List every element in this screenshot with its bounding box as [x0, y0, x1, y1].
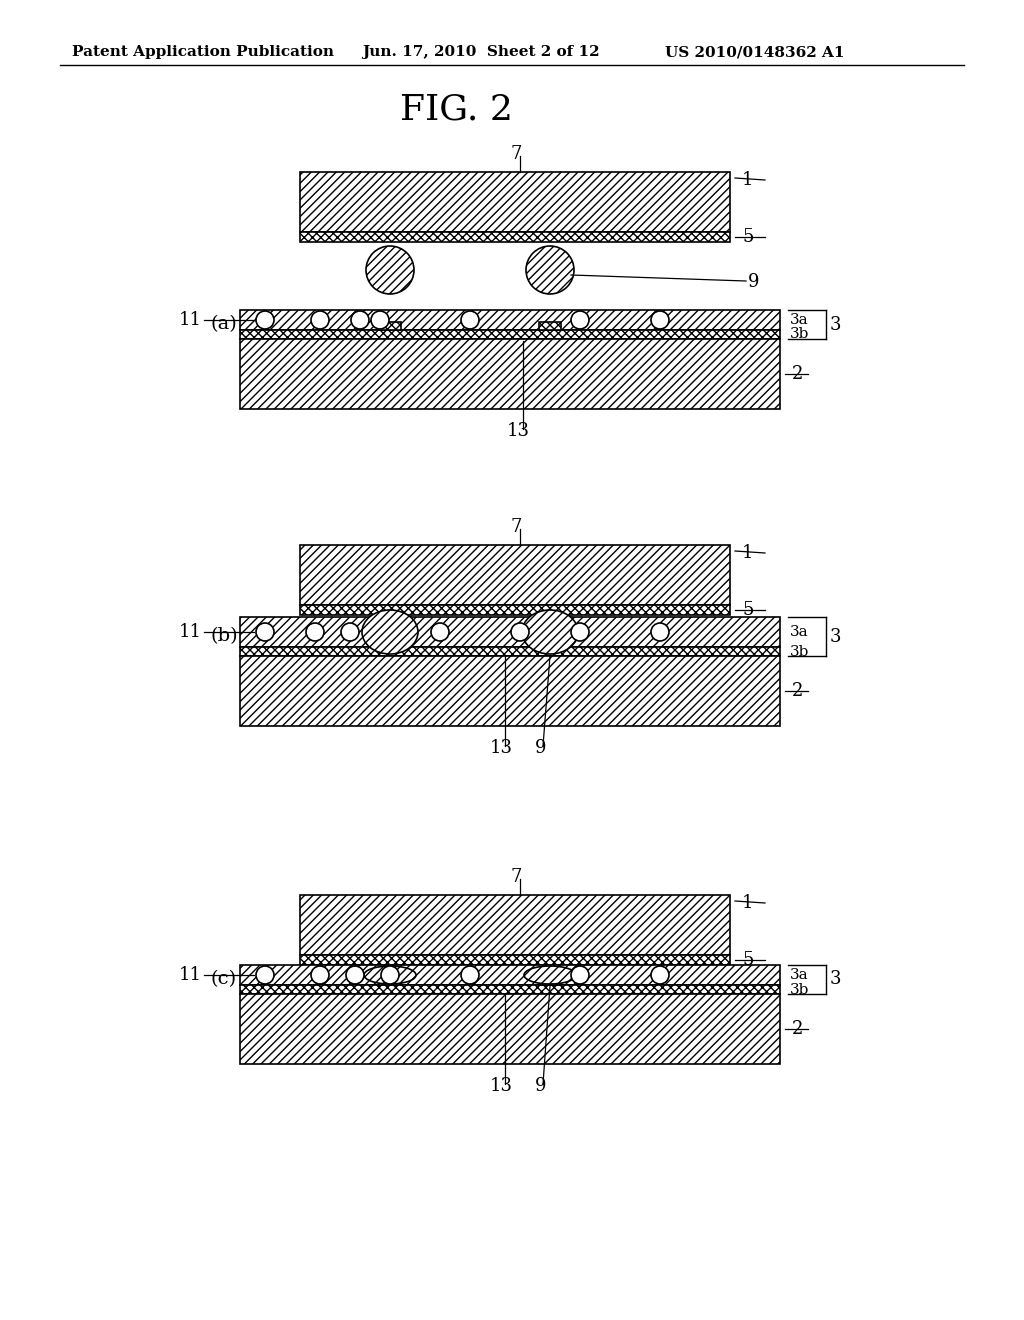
Bar — [240, 616, 780, 647]
Circle shape — [256, 623, 274, 642]
Circle shape — [431, 623, 449, 642]
Bar — [539, 322, 561, 330]
Circle shape — [256, 312, 274, 329]
Bar — [300, 895, 730, 954]
Ellipse shape — [524, 966, 575, 983]
Bar — [240, 965, 780, 985]
Bar — [240, 310, 780, 330]
Text: 3: 3 — [830, 315, 842, 334]
Circle shape — [526, 246, 574, 294]
Circle shape — [571, 623, 589, 642]
Circle shape — [311, 966, 329, 983]
Text: 13: 13 — [507, 422, 530, 440]
Text: Patent Application Publication: Patent Application Publication — [72, 45, 334, 59]
Bar — [300, 545, 730, 605]
Circle shape — [651, 312, 669, 329]
Text: 1: 1 — [742, 894, 754, 912]
Bar — [240, 330, 780, 339]
Text: 3b: 3b — [790, 327, 809, 342]
Bar — [240, 339, 780, 409]
Circle shape — [461, 312, 479, 329]
Text: 5: 5 — [742, 601, 754, 619]
Text: 9: 9 — [535, 739, 547, 756]
Text: (a): (a) — [210, 315, 237, 334]
Text: 7: 7 — [510, 517, 521, 536]
Text: 3a: 3a — [790, 624, 809, 639]
Circle shape — [346, 966, 364, 983]
Text: 1: 1 — [742, 172, 754, 189]
Text: 3a: 3a — [790, 313, 809, 327]
Text: 2: 2 — [792, 366, 804, 383]
Circle shape — [381, 966, 399, 983]
Text: 1: 1 — [742, 544, 754, 562]
Bar — [300, 232, 730, 242]
Text: 2: 2 — [792, 1020, 804, 1038]
Text: US 2010/0148362 A1: US 2010/0148362 A1 — [665, 45, 845, 59]
Circle shape — [351, 312, 369, 329]
Ellipse shape — [362, 610, 418, 653]
Bar — [539, 977, 561, 985]
Bar — [240, 985, 780, 994]
Text: 3b: 3b — [790, 644, 809, 659]
Text: 3: 3 — [830, 627, 842, 645]
Bar — [240, 656, 780, 726]
Circle shape — [256, 966, 274, 983]
Text: (c): (c) — [210, 970, 237, 989]
Text: 3b: 3b — [790, 982, 809, 997]
Text: 7: 7 — [510, 869, 521, 886]
Circle shape — [461, 966, 479, 983]
Circle shape — [366, 246, 414, 294]
Circle shape — [571, 966, 589, 983]
Text: 9: 9 — [748, 273, 760, 290]
Ellipse shape — [364, 966, 416, 983]
Circle shape — [341, 623, 359, 642]
Circle shape — [651, 623, 669, 642]
Text: 5: 5 — [742, 950, 754, 969]
Text: (b): (b) — [210, 627, 238, 645]
Bar — [240, 647, 780, 656]
Bar — [300, 172, 730, 232]
Circle shape — [311, 312, 329, 329]
Circle shape — [651, 966, 669, 983]
Text: 11: 11 — [179, 966, 202, 983]
Circle shape — [511, 623, 529, 642]
Bar — [539, 639, 561, 647]
Text: 5: 5 — [742, 228, 754, 246]
Text: 13: 13 — [490, 739, 513, 756]
Circle shape — [306, 623, 324, 642]
Bar — [379, 977, 401, 985]
Text: 11: 11 — [179, 623, 202, 642]
Ellipse shape — [522, 610, 578, 653]
Text: 3a: 3a — [790, 968, 809, 982]
Text: 3: 3 — [830, 970, 842, 989]
Circle shape — [371, 312, 389, 329]
Bar — [379, 639, 401, 647]
Text: 7: 7 — [510, 145, 521, 162]
Bar — [379, 322, 401, 330]
Text: 13: 13 — [490, 1077, 513, 1096]
Bar — [300, 605, 730, 615]
Circle shape — [571, 312, 589, 329]
Text: 2: 2 — [792, 682, 804, 700]
Text: Jun. 17, 2010  Sheet 2 of 12: Jun. 17, 2010 Sheet 2 of 12 — [362, 45, 600, 59]
Bar — [240, 994, 780, 1064]
Text: 9: 9 — [535, 1077, 547, 1096]
Text: 11: 11 — [179, 312, 202, 329]
Bar — [300, 954, 730, 965]
Text: FIG. 2: FIG. 2 — [400, 92, 513, 127]
